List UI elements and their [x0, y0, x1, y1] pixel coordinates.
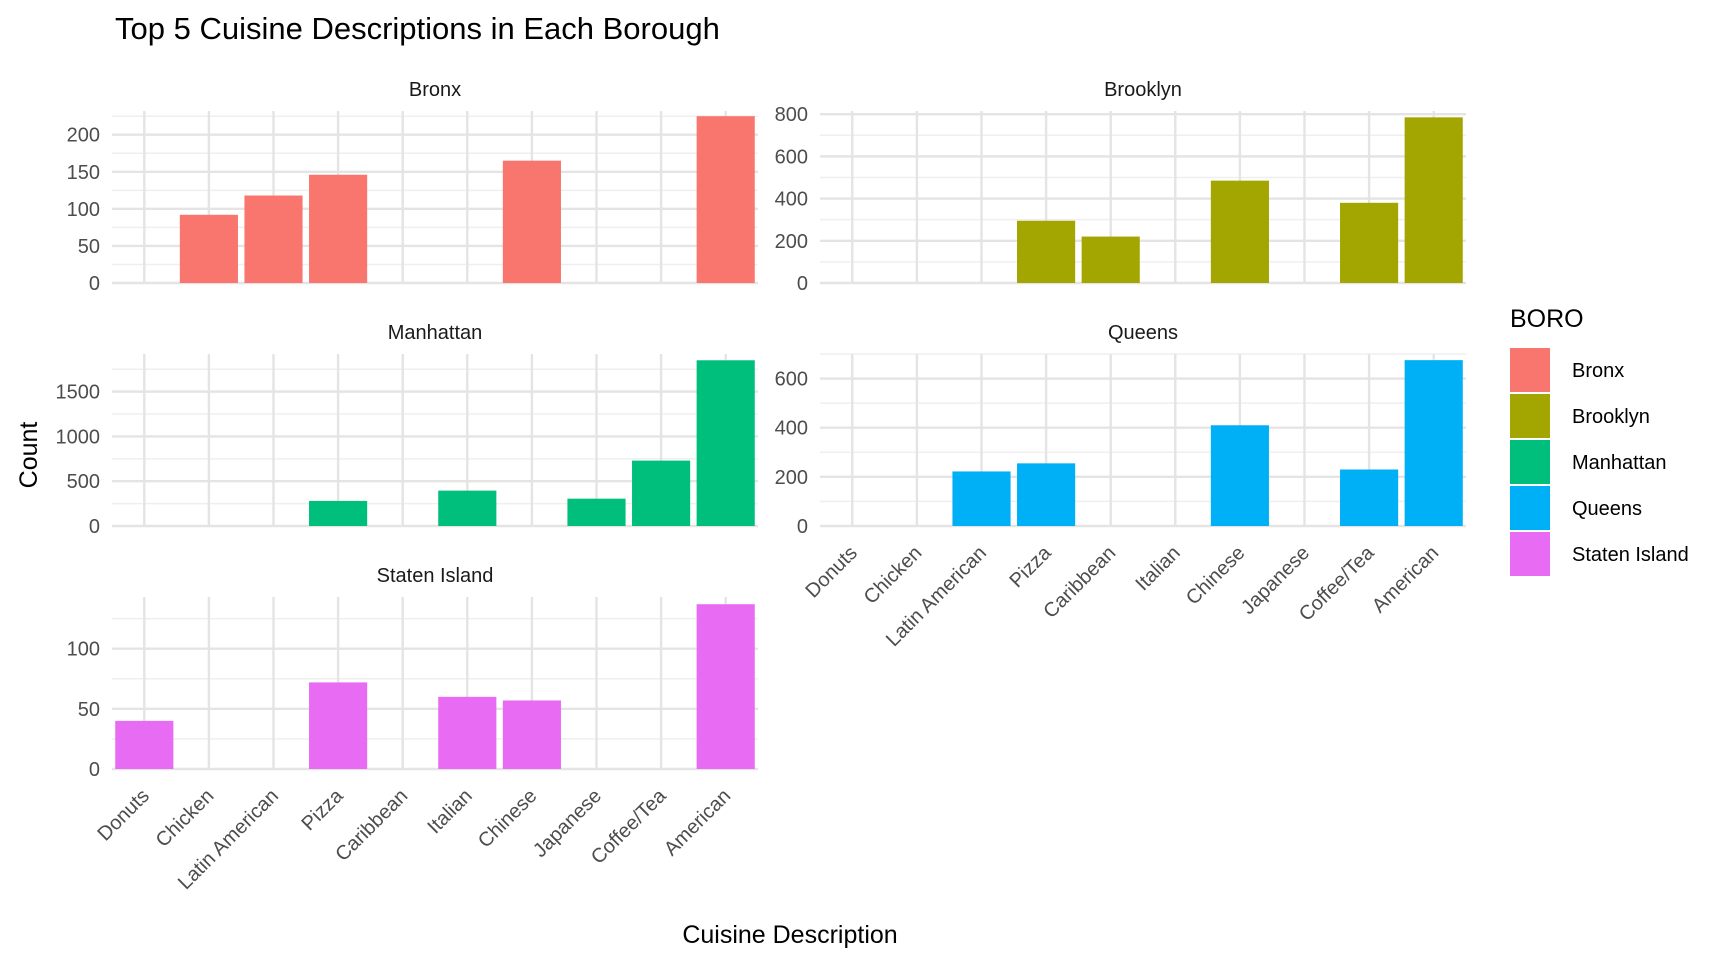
y-tick-label: 400: [775, 418, 808, 440]
chart-title: Top 5 Cuisine Descriptions in Each Borou…: [115, 11, 720, 46]
y-tick-label: 50: [78, 699, 100, 721]
y-tick-label: 1500: [56, 382, 101, 404]
bar-bronx-american: [696, 116, 755, 283]
y-tick-label: 100: [67, 199, 100, 221]
bar-queens-coffee-tea: [1340, 469, 1399, 526]
bar-bronx-chicken: [179, 214, 238, 283]
facet-panels: Bronx 0 50 100 150 200 Brooklyn 0 200 400 600 800 Ma…: [56, 79, 1466, 894]
x-tick-label: Chicken: [152, 785, 219, 852]
bar-bronx-pizza: [309, 174, 368, 283]
facet-label-bronx: Bronx: [409, 79, 461, 101]
bar-queens-chinese: [1210, 425, 1269, 526]
legend-label-brooklyn: Brooklyn: [1572, 406, 1650, 428]
legend-title: BORO: [1510, 305, 1584, 333]
y-tick-label: 0: [89, 759, 100, 781]
y-tick-label: 50: [78, 236, 100, 258]
facet-label-manhattan: Manhattan: [388, 322, 483, 344]
bar-manhattan-japanese: [567, 498, 626, 526]
y-axis-label: Count: [15, 422, 43, 489]
bar-brooklyn-chinese: [1210, 180, 1269, 283]
x-tick-label: American: [1368, 542, 1443, 617]
y-tick-label: 0: [89, 516, 100, 538]
bar-brooklyn-american: [1404, 117, 1463, 283]
bar-manhattan-pizza: [309, 500, 368, 526]
y-tick-label: 0: [797, 273, 808, 295]
y-tick-label: 600: [775, 369, 808, 391]
legend-label-queens: Queens: [1572, 498, 1642, 520]
bar-staten-island-donuts: [115, 720, 174, 769]
panel-brooklyn: Brooklyn 0 200 400 600 800: [775, 79, 1466, 295]
legend-key-queens: [1510, 486, 1550, 530]
bar-queens-latin-american: [952, 471, 1011, 526]
y-tick-label: 600: [775, 146, 808, 168]
legend-label-bronx: Bronx: [1572, 360, 1624, 382]
y-tick-label: 150: [67, 162, 100, 184]
panel-bronx: Bronx 0 50 100 150 200: [67, 79, 758, 295]
y-tick-label: 1000: [56, 426, 101, 448]
y-tick-label: 400: [775, 189, 808, 211]
x-tick-label: Chinese: [474, 785, 541, 852]
legend-key-manhattan: [1510, 440, 1550, 484]
bar-manhattan-italian: [438, 490, 497, 526]
y-tick-label: 0: [89, 273, 100, 295]
y-tick-label: 500: [67, 471, 100, 493]
legend-label-staten-island: Staten Island: [1572, 544, 1689, 566]
x-tick-label: Donuts: [93, 785, 153, 845]
x-tick-label: Pizza: [1005, 541, 1056, 592]
legend-key-staten-island: [1510, 532, 1550, 576]
bar-manhattan-american: [696, 360, 755, 526]
y-tick-label: 800: [775, 104, 808, 126]
bar-queens-pizza: [1017, 463, 1076, 526]
legend-key-brooklyn: [1510, 394, 1550, 438]
legend-label-manhattan: Manhattan: [1572, 452, 1667, 474]
bar-brooklyn-caribbean: [1081, 236, 1140, 283]
x-tick-label: Chinese: [1182, 542, 1249, 609]
y-tick-label: 100: [67, 639, 100, 661]
facet-label-brooklyn: Brooklyn: [1104, 79, 1182, 101]
bar-staten-island-chinese: [502, 700, 561, 769]
x-tick-label: Chicken: [860, 542, 927, 609]
bar-staten-island-italian: [438, 696, 497, 769]
legend: BORO Bronx Brooklyn Manhattan Queens Staten …: [1510, 305, 1689, 576]
facet-label-staten-island: Staten Island: [377, 565, 494, 587]
x-tick-label: Donuts: [801, 542, 861, 602]
bar-brooklyn-coffee-tea: [1340, 202, 1399, 283]
y-tick-label: 200: [775, 231, 808, 253]
bar-bronx-latin-american: [244, 195, 303, 283]
x-tick-label: Italian: [1132, 542, 1185, 595]
bar-manhattan-coffee-tea: [632, 460, 691, 526]
x-axis-label: Cuisine Description: [682, 921, 897, 949]
x-tick-label: Pizza: [297, 784, 348, 835]
y-tick-label: 200: [67, 125, 100, 147]
x-tick-label: American: [660, 785, 735, 860]
bar-queens-american: [1404, 360, 1463, 526]
y-tick-label: 0: [797, 516, 808, 538]
panel-manhattan: Manhattan 0 500 1000 1500: [56, 322, 758, 538]
legend-key-bronx: [1510, 348, 1550, 392]
facet-label-queens: Queens: [1108, 322, 1178, 344]
y-tick-label: 200: [775, 467, 808, 489]
bar-staten-island-american: [696, 604, 755, 769]
bar-staten-island-pizza: [309, 682, 368, 769]
x-tick-label: Italian: [424, 785, 477, 838]
bar-bronx-chinese: [502, 160, 561, 283]
bar-brooklyn-pizza: [1017, 220, 1076, 283]
